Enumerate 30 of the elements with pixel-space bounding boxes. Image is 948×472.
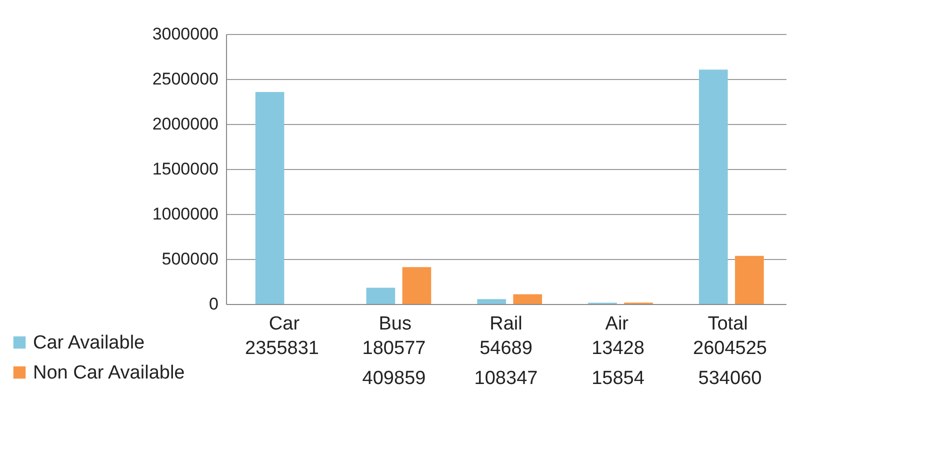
bar: [698, 70, 728, 304]
y-tick-label: 0: [209, 294, 218, 314]
data-label: 180577: [362, 338, 426, 359]
x-tick-label: Air: [605, 314, 630, 334]
legend-label: Non Car Available: [33, 362, 185, 384]
bar: [477, 299, 506, 304]
x-tick-label: Bus: [378, 314, 412, 334]
y-tick-label: 500000: [162, 250, 218, 268]
y-tick-label: 2000000: [152, 114, 218, 134]
x-tick-label: Total: [708, 314, 748, 334]
x-tick-label: Rail: [490, 314, 522, 334]
y-tick-label: 1500000: [152, 160, 218, 178]
data-label: 15854: [592, 368, 645, 389]
data-label: 409859: [362, 368, 426, 389]
bar: [255, 92, 284, 304]
bar: [513, 294, 542, 304]
data-label: 54689: [480, 338, 532, 359]
y-tick-label: 1000000: [152, 204, 218, 224]
bar: [366, 288, 396, 304]
x-tick-label: Car: [268, 314, 300, 334]
y-tick-label: 2500000: [152, 70, 218, 88]
legend-label: Car Available: [33, 332, 145, 354]
data-label: 108347: [474, 368, 538, 389]
y-tick-label: 3000000: [152, 24, 218, 44]
data-label: 534060: [698, 368, 762, 389]
data-label: 2604525: [693, 338, 767, 359]
bar: [734, 256, 764, 304]
data-label: 13428: [592, 338, 644, 359]
data-label: 2355831: [245, 338, 319, 359]
bar: [402, 267, 432, 304]
